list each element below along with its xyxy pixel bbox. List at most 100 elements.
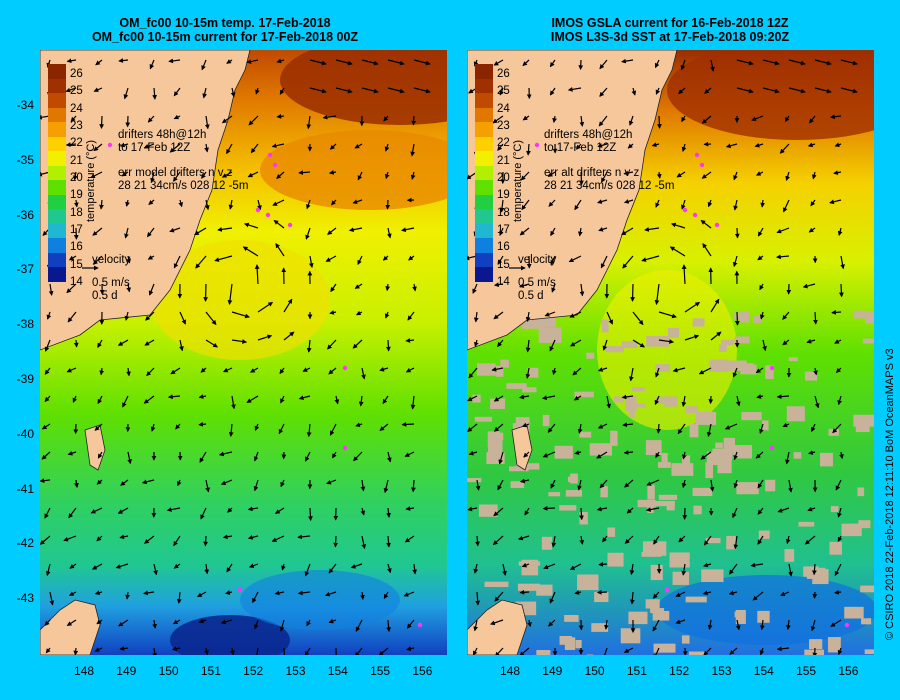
current-arrow bbox=[231, 311, 250, 319]
current-arrow bbox=[120, 479, 129, 486]
cloud-patch bbox=[681, 455, 691, 471]
current-arrow bbox=[92, 255, 103, 265]
current-arrow bbox=[519, 283, 530, 288]
current-arrow bbox=[702, 590, 712, 596]
colorbar-swatch bbox=[475, 194, 493, 210]
current-arrow bbox=[788, 479, 793, 493]
current-arrow bbox=[631, 87, 637, 96]
current-arrow bbox=[386, 227, 392, 239]
drifter-marker bbox=[692, 212, 698, 218]
current-arrow bbox=[549, 591, 556, 604]
current-arrow bbox=[226, 143, 233, 155]
current-arrow bbox=[201, 59, 207, 71]
current-arrow bbox=[672, 367, 686, 373]
cloud-patch bbox=[865, 311, 874, 324]
cloud-patch bbox=[861, 618, 872, 625]
cloud-patch bbox=[734, 336, 750, 344]
current-arrow bbox=[144, 339, 155, 346]
current-arrow bbox=[274, 590, 285, 596]
current-arrow bbox=[490, 619, 504, 626]
current-arrow bbox=[709, 479, 715, 492]
current-arrow bbox=[522, 115, 530, 121]
current-arrow bbox=[499, 199, 505, 213]
current-arrow bbox=[624, 479, 634, 488]
current-arrow bbox=[653, 535, 660, 545]
cloud-patch bbox=[548, 492, 561, 497]
cloud-patch bbox=[476, 363, 496, 376]
right-drifters-line2: to 17-Feb 12Z bbox=[544, 142, 617, 154]
current-arrow bbox=[198, 421, 207, 427]
current-arrow bbox=[150, 423, 156, 432]
cloud-patch bbox=[527, 367, 539, 378]
current-arrow bbox=[733, 171, 738, 181]
current-arrow bbox=[254, 264, 260, 285]
current-arrow bbox=[152, 619, 157, 629]
current-arrow bbox=[676, 171, 686, 178]
right-velocity-duration: 0.5 d bbox=[518, 290, 544, 302]
cloud-patch bbox=[594, 591, 609, 603]
current-arrow bbox=[201, 171, 207, 179]
cloud-patch bbox=[860, 585, 874, 593]
current-arrow bbox=[350, 563, 363, 569]
current-arrow bbox=[117, 339, 129, 346]
current-arrow bbox=[681, 395, 687, 407]
current-arrow bbox=[305, 227, 311, 240]
current-arrow bbox=[403, 591, 415, 597]
current-arrow bbox=[840, 87, 858, 94]
current-arrow bbox=[271, 143, 285, 149]
current-arrow bbox=[710, 59, 715, 72]
current-arrow bbox=[355, 310, 363, 316]
current-arrow bbox=[383, 479, 389, 494]
current-arrow bbox=[703, 562, 712, 568]
current-arrow bbox=[525, 367, 531, 379]
current-arrow bbox=[474, 339, 479, 348]
current-arrow bbox=[361, 367, 366, 380]
current-arrow bbox=[147, 227, 155, 238]
current-arrow bbox=[253, 451, 259, 462]
current-arrow bbox=[93, 143, 103, 152]
current-arrow bbox=[549, 339, 556, 352]
current-arrow bbox=[808, 227, 816, 233]
colorbar-swatch bbox=[475, 238, 493, 254]
current-arrow bbox=[814, 59, 832, 66]
current-arrow bbox=[272, 199, 285, 206]
current-arrow bbox=[681, 451, 687, 460]
cloud-patch bbox=[692, 318, 705, 327]
current-arrow bbox=[606, 311, 613, 325]
current-arrow bbox=[66, 619, 77, 626]
current-arrow bbox=[221, 115, 233, 124]
current-arrow bbox=[309, 87, 327, 94]
cloud-patch bbox=[521, 559, 539, 576]
current-arrow bbox=[195, 255, 207, 269]
current-arrow bbox=[596, 506, 608, 512]
current-arrow bbox=[776, 227, 790, 234]
current-arrow bbox=[493, 311, 504, 320]
current-arrow bbox=[176, 591, 182, 604]
current-arrow bbox=[357, 171, 363, 181]
current-arrow bbox=[629, 563, 635, 576]
current-arrow bbox=[225, 590, 233, 595]
cloud-patch bbox=[607, 527, 616, 537]
current-arrow bbox=[783, 199, 790, 213]
current-arrow bbox=[353, 451, 363, 462]
colorbar-swatch bbox=[475, 209, 493, 225]
current-arrow bbox=[197, 591, 207, 598]
current-arrow bbox=[839, 283, 844, 298]
colorbar-swatch bbox=[48, 238, 66, 254]
current-arrow bbox=[630, 283, 636, 302]
current-arrow bbox=[835, 367, 842, 374]
current-arrow bbox=[249, 563, 259, 568]
drifter-marker bbox=[267, 152, 273, 158]
current-arrow bbox=[782, 311, 790, 320]
current-arrow bbox=[654, 367, 660, 378]
current-arrow bbox=[497, 143, 504, 151]
current-arrow bbox=[406, 646, 415, 652]
current-arrow bbox=[384, 311, 390, 319]
current-arrow bbox=[40, 114, 51, 120]
current-arrow bbox=[361, 87, 379, 94]
current-arrow bbox=[600, 255, 608, 269]
cloud-patch bbox=[705, 538, 721, 544]
current-arrow bbox=[228, 423, 234, 437]
colorbar-swatch bbox=[475, 180, 493, 196]
current-arrow bbox=[306, 619, 311, 627]
